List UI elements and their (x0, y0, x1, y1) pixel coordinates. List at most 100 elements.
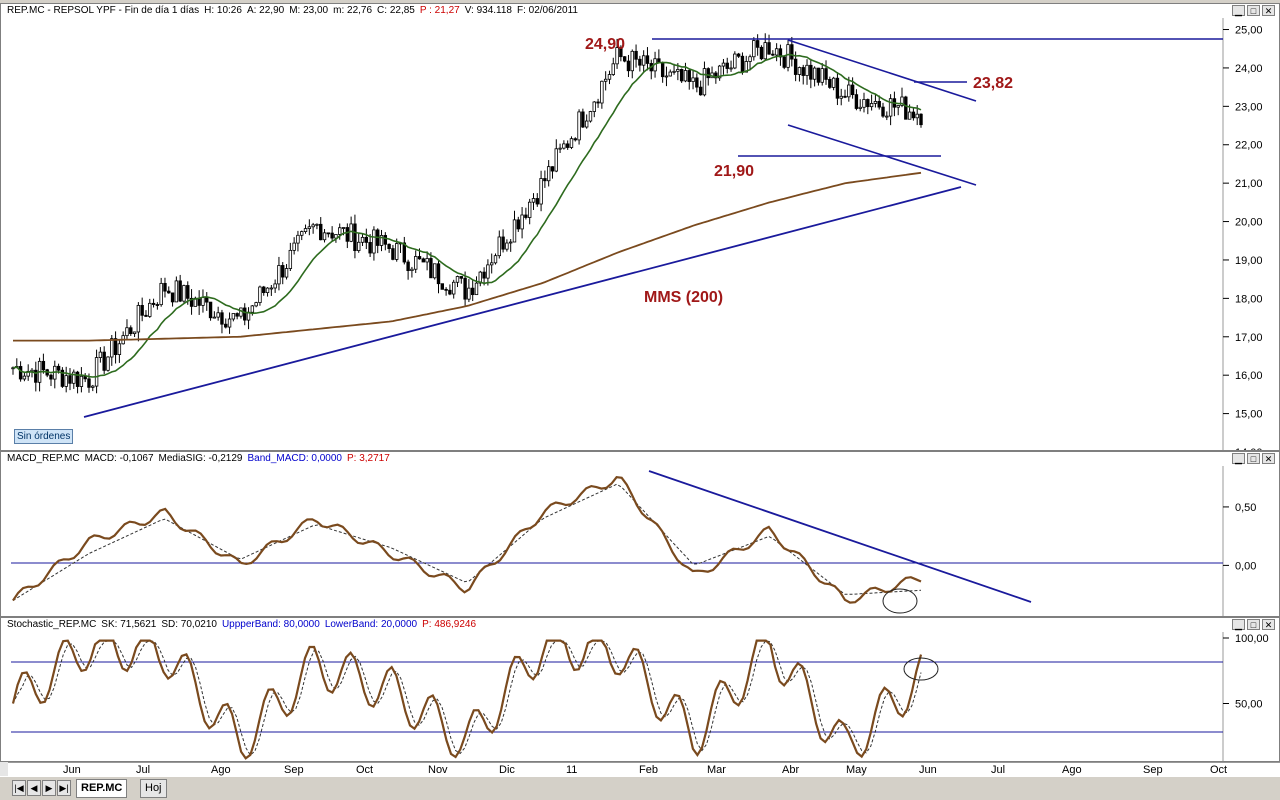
candle-body (170, 292, 175, 303)
candle-body (110, 338, 114, 358)
candle-body (254, 302, 258, 307)
candle-body (679, 69, 684, 82)
candle-body (68, 375, 72, 384)
candle-body (205, 297, 209, 303)
candle-body (296, 234, 300, 244)
macd-trendline (648, 470, 1032, 603)
month-label: Oct (1210, 764, 1228, 776)
maximize-button[interactable]: □ (1247, 5, 1260, 16)
tab-hoj[interactable]: Hoj (140, 779, 167, 798)
candle-body (641, 55, 646, 66)
candle-body (429, 258, 433, 279)
candle-body (778, 48, 783, 58)
candle-body (664, 75, 669, 78)
candle-body (866, 99, 870, 108)
candle-body (600, 80, 604, 104)
candle-body (220, 312, 224, 325)
next-icon[interactable]: ▶ (42, 780, 56, 796)
candle-body (512, 219, 517, 243)
candle-body (60, 369, 65, 387)
candle-body (797, 67, 802, 75)
candle-body (201, 297, 205, 306)
candle-body (159, 282, 163, 306)
prev-icon[interactable]: ◀ (27, 780, 41, 796)
candle-body (330, 232, 334, 239)
maximize-button[interactable]: □ (1247, 619, 1260, 630)
candle-body (151, 302, 156, 305)
candle-body (831, 77, 836, 88)
candle-body (687, 70, 691, 82)
last-icon[interactable]: ▶| (57, 780, 71, 796)
candle-body (391, 248, 395, 260)
month-label: May (846, 764, 867, 776)
candle-body (463, 277, 467, 300)
candle-body (660, 62, 665, 78)
first-icon[interactable]: |◀ (12, 780, 26, 796)
month-label: Sep (284, 764, 304, 776)
maximize-button[interactable]: □ (1247, 453, 1260, 464)
candle-body (736, 53, 741, 57)
candle-body (163, 282, 167, 292)
price-tick-label: 20,00 (1235, 217, 1263, 229)
candle-body (535, 198, 539, 205)
candle-body (835, 77, 840, 99)
candle-body (94, 357, 99, 387)
candle-body (117, 343, 122, 356)
candle-body (467, 287, 471, 300)
candle-body (140, 305, 144, 316)
price-header: REP.MC - REPSOL YPF - Fin de día 1 días H… (7, 5, 578, 16)
price-tick-label: 19,00 (1235, 255, 1263, 267)
close-button[interactable]: ✕ (1262, 619, 1275, 630)
candle-body (262, 286, 266, 294)
candle-body (615, 47, 619, 65)
minimize-button[interactable]: ▁ (1232, 619, 1245, 630)
price-tick-label: 22,00 (1235, 140, 1263, 152)
mms200-line (13, 171, 922, 342)
candle-body (224, 323, 228, 328)
candle-body (482, 271, 486, 279)
stochastic-panel: Stochastic_REP.MC SK: 71,5621 SD: 70,0210 U… (0, 617, 1280, 762)
price-tick-label: 24,00 (1235, 63, 1263, 75)
close-button[interactable]: ✕ (1262, 453, 1275, 464)
candle-body (284, 268, 289, 278)
candle-body (311, 224, 315, 228)
channel-upper (787, 39, 977, 102)
candle-body (444, 288, 448, 291)
macd-chart: 0,50 0,00 (11, 466, 1256, 616)
candle-body (881, 106, 885, 117)
candle-body (288, 249, 293, 269)
month-label: Nov (428, 764, 448, 776)
candle-body (106, 356, 110, 371)
candle-body (550, 166, 555, 172)
candle-body (486, 264, 490, 279)
minimize-button[interactable]: ▁ (1232, 5, 1245, 16)
candle-body (368, 242, 372, 254)
candle-body (554, 148, 558, 172)
orders-badge[interactable]: Sin órdenes (14, 429, 74, 444)
candle-body (520, 214, 524, 230)
minimize-button[interactable]: ▁ (1232, 453, 1245, 464)
macd-panel: MACD_REP.MC MACD: -0,1067 MediaSIG: -0,212… (0, 451, 1280, 617)
candle-body (64, 375, 68, 387)
close-button[interactable]: ✕ (1262, 5, 1275, 16)
candle-body (345, 227, 350, 242)
candle-body (341, 227, 346, 229)
left-scroll[interactable] (0, 762, 8, 776)
tab-rep-mc[interactable]: REP.MC (76, 779, 128, 798)
candle-body (501, 236, 505, 250)
candle-body (49, 374, 53, 380)
candle-body (417, 256, 422, 260)
candle-body (452, 281, 456, 295)
candle-body (706, 68, 710, 79)
candle-body (421, 258, 426, 263)
candle-body (72, 371, 76, 384)
candle-body (79, 375, 84, 387)
bottom-toolbar: |◀ ◀ ▶ ▶| REP.MC Hoj (0, 776, 1280, 799)
candle-body (326, 232, 331, 235)
candle-body (767, 42, 771, 55)
price-window-controls: ▁ □ ✕ (1232, 5, 1275, 16)
candle-body (197, 297, 201, 306)
candle-body (725, 62, 729, 69)
candle-body (847, 84, 851, 98)
candle-body (805, 64, 809, 76)
